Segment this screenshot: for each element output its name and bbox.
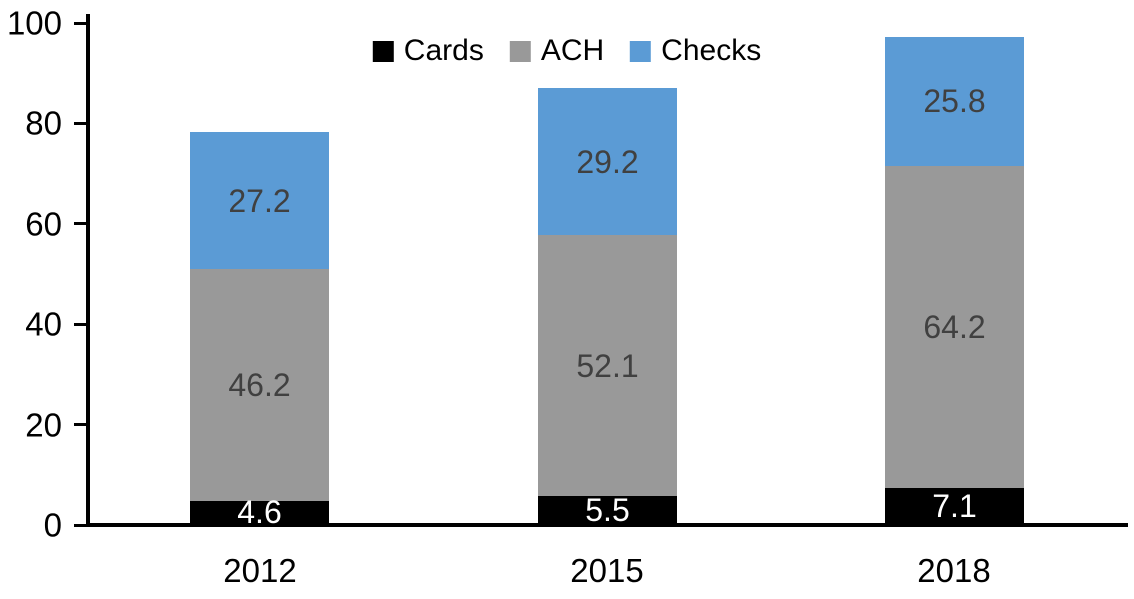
bar-2012-segment-cards	[190, 500, 329, 524]
x-axis-label-2015: 2015	[570, 552, 644, 589]
y-tick-label: 60	[25, 205, 62, 243]
legend-swatch-cards-icon	[372, 40, 394, 62]
y-tick-label: 80	[25, 104, 62, 142]
y-tick-mark	[74, 524, 86, 527]
y-tick-label: 0	[43, 506, 62, 544]
y-tick-label: 40	[25, 305, 62, 343]
bar-2012-segment-ach	[190, 268, 329, 501]
bar-2012-value-checks: 27.2	[228, 182, 291, 219]
bar-2015-segment-checks	[538, 88, 677, 235]
legend-label: ACH	[540, 34, 605, 67]
y-tick-mark	[74, 22, 86, 25]
bar-2012-segment-checks	[190, 132, 329, 269]
bar-2015-segment-ach	[538, 234, 677, 497]
y-axis-line	[86, 14, 90, 527]
legend-label: Checks	[661, 34, 762, 67]
bar-2018-segment-ach	[885, 166, 1024, 489]
bar-2015-value-ach: 52.1	[576, 347, 639, 384]
legend-item-cards: Cards	[372, 34, 484, 67]
chart-legend: Cards ACH Checks	[372, 34, 761, 67]
bar-2018-value-checks: 25.8	[923, 83, 986, 120]
bar-2015-segment-cards	[538, 496, 677, 524]
y-tick-mark	[74, 122, 86, 125]
bar-2012-value-cards: 4.6	[237, 494, 282, 531]
y-tick-label: 20	[25, 406, 62, 444]
legend-swatch-ach-icon	[509, 40, 531, 62]
legend-label: Cards	[403, 34, 484, 67]
y-tick-label: 100	[6, 4, 62, 42]
bar-2018-value-cards: 7.1	[932, 488, 977, 525]
bar-2018-segment-cards	[885, 488, 1024, 524]
bar-2012-value-ach: 46.2	[228, 366, 291, 403]
y-tick-mark	[74, 222, 86, 225]
x-axis-label-2012: 2012	[223, 552, 297, 589]
x-axis-label-2018: 2018	[917, 552, 991, 589]
y-tick-mark	[74, 323, 86, 326]
bar-2015-value-cards: 5.5	[585, 492, 630, 529]
bar-2018-segment-checks	[885, 36, 1024, 167]
x-axis-line	[86, 523, 1128, 527]
legend-item-ach: ACH	[509, 34, 605, 67]
bar-2015-value-checks: 29.2	[576, 143, 639, 180]
y-tick-mark	[74, 423, 86, 426]
bar-2018-value-ach: 64.2	[923, 309, 986, 346]
legend-swatch-checks-icon	[630, 40, 652, 62]
legend-item-checks: Checks	[630, 36, 761, 66]
